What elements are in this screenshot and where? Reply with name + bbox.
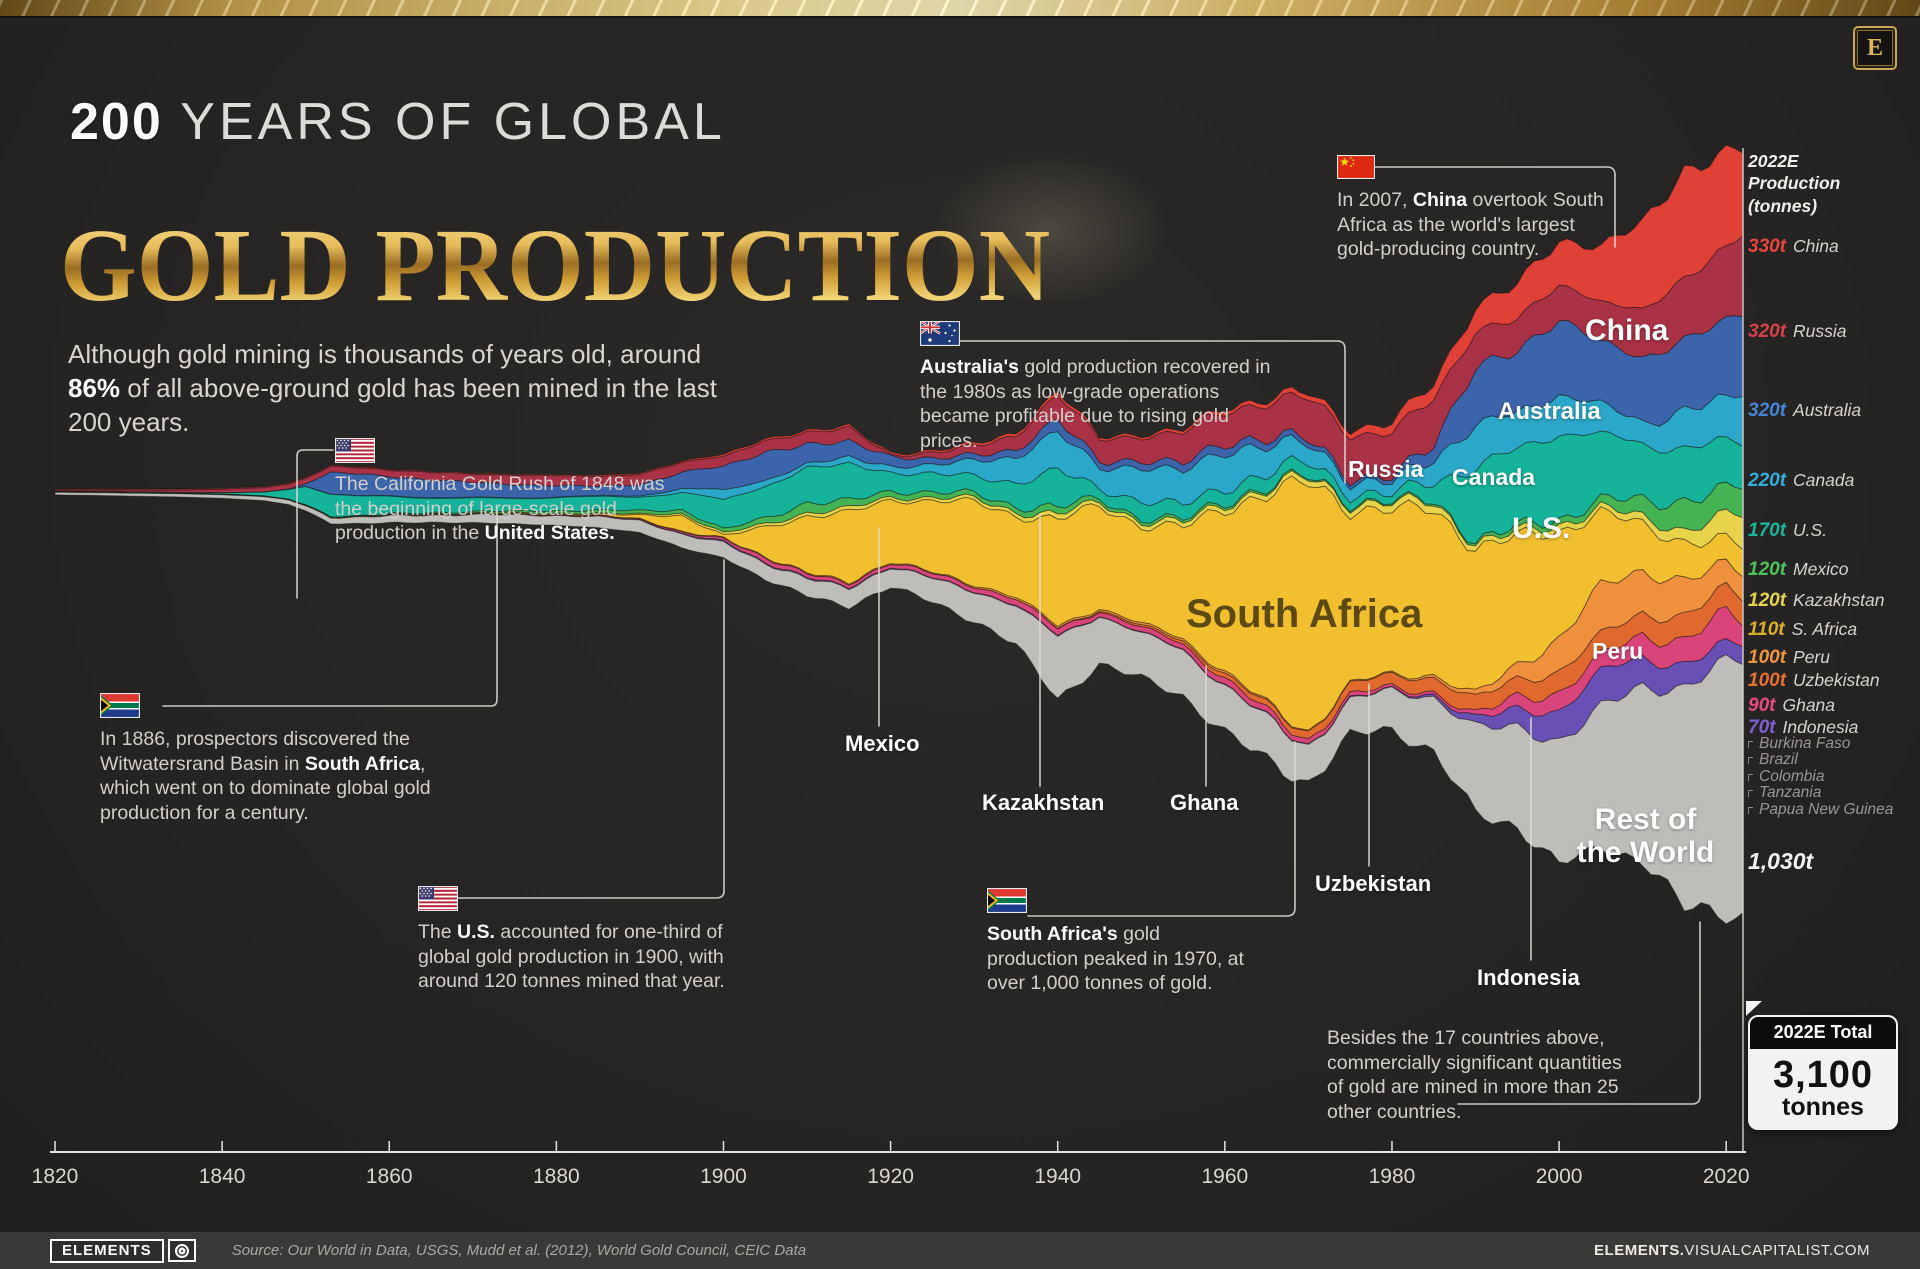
area-label-peru: Peru [1592,638,1644,664]
legend-sub-item: Brazil [1748,751,1893,768]
x-tick-label: 1920 [867,1165,914,1188]
legend-item-peru: 100t Peru [1748,647,1830,668]
x-tick-label: 1820 [32,1165,79,1188]
china-flag-icon [1337,155,1375,179]
e-logo: E [1853,26,1897,70]
legend-rest-of-world-countries: Burkina Faso Brazil Colombia Tanzania Pa… [1748,735,1893,818]
x-tick-label: 1940 [1034,1165,1081,1188]
site-url[interactable]: ELEMENTS.VISUALCAPITALIST.COM [1594,1242,1870,1259]
area-label-ghana: Ghana [1170,790,1239,815]
total-box-tail [1746,1001,1762,1016]
us-flag-icon [418,886,458,911]
x-tick-label: 1860 [366,1165,413,1188]
legend-header: 2022E Production (tonnes) [1748,151,1841,216]
footer-bar: ELEMENTS Source: Our World in Data, USGS… [0,1232,1920,1269]
elements-mark-icon [167,1239,196,1262]
annotation-australia: Australia's gold production recovered in… [920,321,1290,453]
legend-item-us: 170t U.S. [1748,520,1828,541]
area-label-china: China [1585,314,1669,347]
area-label-rest-of-world: Rest of the World [1576,803,1715,869]
legend-item-canada: 220t Canada [1748,470,1855,491]
title-gold-text: GOLD PRODUCTION [60,208,1050,323]
legend-rest-of-world-total: 1,030t [1748,848,1814,874]
title-main-text: GOLD PRODUCTION [60,208,1050,323]
leader-california [296,449,334,599]
legend-item-china: 330t China [1748,236,1839,257]
area-label-indonesia: Indonesia [1477,965,1580,990]
us-flag-icon [335,438,375,463]
gold-top-bar [0,0,1920,16]
australia-flag-icon [920,321,960,346]
total-box-header: 2022E Total [1750,1017,1896,1049]
x-tick-label: 1900 [700,1165,747,1188]
legend-sub-item: Papua New Guinea [1748,801,1893,818]
annotation-california-text: The California Gold Rush of 1848 was the… [335,473,665,545]
area-label-australia: Australia [1498,398,1601,425]
legend-item-s-africa: 110t S. Africa [1748,619,1858,640]
south-africa-flag-icon [987,888,1027,913]
legend-item-russia: 320t Russia [1748,321,1847,342]
leader-lines [162,166,1701,1105]
area-label-canada: Canada [1452,464,1536,490]
annotation-china-text: In 2007, China overtook South Africa as … [1337,189,1604,261]
x-tick-label: 1980 [1369,1165,1416,1188]
total-box-value: 3,100 [1772,1054,1874,1096]
area-label-kazakhstan: Kazakhstan [982,790,1105,815]
stacked-areas [54,144,1744,925]
annotation-california: The California Gold Rush of 1848 was the… [335,438,670,546]
annotation-us1900-text: The U.S. accounted for one-third of glob… [418,921,725,993]
legend-item-mexico: 120t Mexico [1748,559,1849,580]
x-tick-label: 2020 [1703,1165,1750,1188]
annotation-sa1970-text: South Africa's gold production peaked in… [987,923,1244,995]
leader-china [1373,166,1616,248]
annotation-witwatersrand-text: In 1886, prospectors discovered the Witw… [100,728,431,824]
south-africa-flag-icon [100,693,140,718]
x-tick-label: 1880 [533,1165,580,1188]
area-label-mexico: Mexico [845,731,920,756]
source-text: Source: Our World in Data, USGS, Mudd et… [231,1242,807,1259]
elements-logo: ELEMENTS [50,1238,164,1263]
annotation-other-countries-text: Besides the 17 countries above, commerci… [1327,1027,1622,1123]
legend-item-kazakhstan: 120t Kazakhstan [1748,590,1885,611]
leader-australia [959,340,1346,484]
leader-sa1970 [1027,741,1296,917]
leader-other-countries [1457,921,1701,1105]
annotation-witwatersrand: In 1886, prospectors discovered the Witw… [100,693,465,825]
legend-item-australia: 320t Australia [1748,400,1862,421]
total-box-unit: tonnes [1782,1093,1864,1121]
legend-sub-item: Tanzania [1748,784,1893,801]
area-label-south-africa: South Africa [1186,592,1423,636]
legend-sub-item: Burkina Faso [1748,735,1893,752]
leader-us1900 [457,559,725,899]
e-logo-letter: E [1866,34,1883,61]
area-label-us: U.S. [1512,512,1571,545]
title-line-1: 200 YEARS OF GLOBAL [70,93,726,151]
annotation-us1900: The U.S. accounted for one-third of glob… [418,886,768,994]
subtitle: Although gold mining is thousands of yea… [68,339,718,437]
legend-item-ghana: 90t Ghana [1748,695,1836,716]
legend-sub-item: Colombia [1748,768,1893,785]
annotation-sa1970: South Africa's gold production peaked in… [987,888,1252,996]
annotation-other-countries: Besides the 17 countries above, commerci… [1327,1026,1637,1124]
x-tick-label: 1840 [199,1165,246,1188]
area-label-uzbekistan: Uzbekistan [1315,871,1432,896]
total-box: 2022E Total 3,100 tonnes [1748,1015,1898,1130]
x-axis: 1820 1840 1860 1880 1900 1920 1940 1960 1980 2000… [32,148,1750,1188]
leader-witwatersrand [162,509,498,707]
annotation-china: In 2007, China overtook South Africa as … [1337,155,1622,262]
x-tick-label: 1960 [1201,1165,1248,1188]
page-title: 200 YEARS OF GLOBAL [70,92,726,152]
area-label-russia: Russia [1348,456,1424,482]
annotation-australia-text: Australia's gold production recovered in… [920,356,1271,452]
x-tick-label: 2000 [1536,1165,1583,1188]
legend-item-indonesia: 70t Indonesia [1748,717,1859,738]
legend-item-uzbekistan: 100t Uzbekistan [1748,670,1880,691]
title-200: 200 [70,93,163,151]
